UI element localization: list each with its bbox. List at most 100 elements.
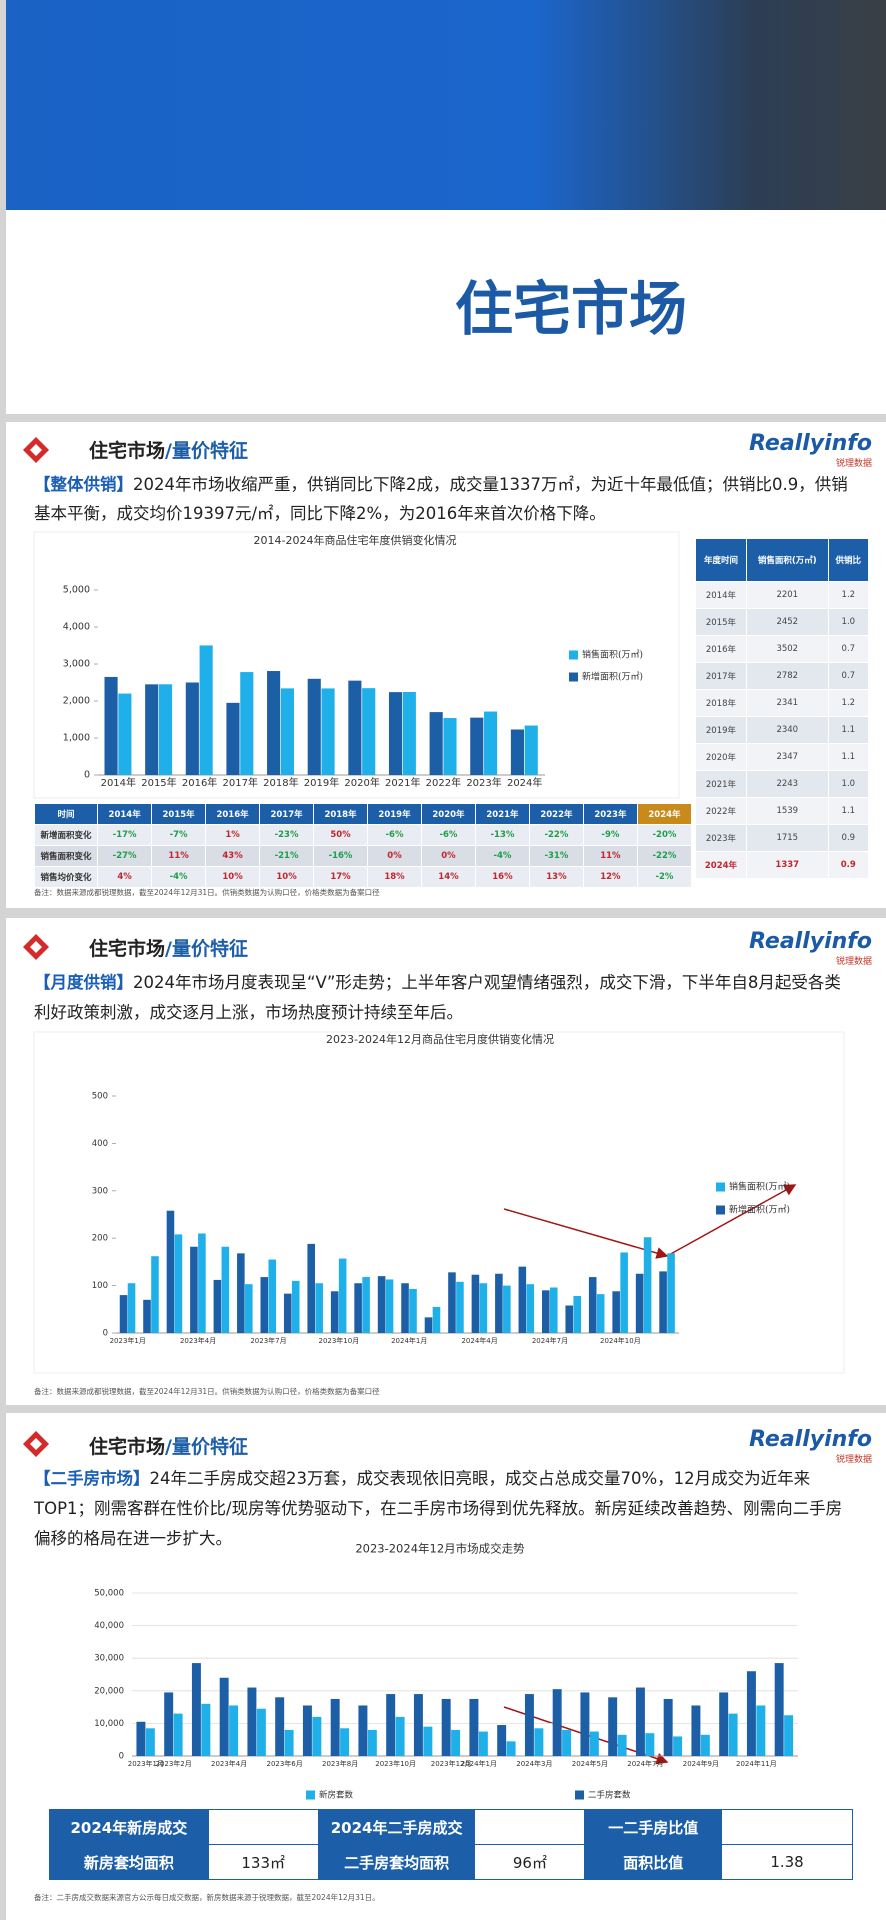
bar [199,645,213,775]
legend-swatch [716,1182,725,1192]
table-header-cell: 2017年 [259,803,315,825]
bar [663,1698,673,1756]
x-tick-label: 2023年6月 [266,1759,302,1768]
bar [118,693,132,775]
bar [580,1692,590,1756]
table-cell: -6% [420,824,476,846]
x-tick-label: 2023年12月 [431,1759,472,1768]
bar [588,1277,597,1333]
bar [432,1306,441,1333]
table-row: 2022年 1539 1.1 [695,797,870,825]
y-tick-label: 300 [92,1186,108,1196]
table-label-cell: 一二手房比值 [584,1809,723,1845]
table-cell: -27% [97,845,153,867]
lead: 【整体供销】 [34,475,133,494]
x-tick-label: 2015年 [141,776,176,789]
table-cell: 0.7 [827,662,870,690]
table-cell: 10% [259,866,315,888]
bar [469,1698,479,1756]
table-cell: 1.2 [827,581,870,609]
bar [659,1271,667,1333]
table-cell: 新增面积变化 [33,824,99,846]
bar [524,725,538,775]
table-cell: 2020年 [695,743,747,771]
table-cell: -6% [367,824,422,846]
header-main: 住宅市场 [89,1436,166,1458]
bar [221,1246,230,1333]
table-cell: -2% [636,866,693,888]
y-tick-label: 0 [103,1329,108,1339]
bar [534,1728,544,1756]
bar [719,1692,729,1756]
table-row: 2024年新房成交 2024年二手房成交 一二手房比值 [49,1809,853,1845]
table-cell: 17% [313,866,369,888]
y-tick-label: 10,000 [94,1719,124,1729]
table-cell: 2452 [745,608,829,636]
bar [388,692,403,775]
table-cell: -23% [259,824,315,846]
lead: 【二手房市场】 [34,1469,150,1488]
legend-swatch [569,650,578,660]
bar [166,1210,175,1333]
logo: Reallyinfo 锐理数据 [749,432,872,470]
y-tick-label: 0 [84,770,90,781]
table-cell: -16% [313,845,369,867]
logo-sub: 锐理数据 [835,459,872,469]
lead: 【月度供销】 [34,973,133,992]
supply-table: 年度时间 销售面积(万㎡) 供销比 2014年 2201 1.2 2015年 2452 1.0 2… [695,538,870,879]
table-label-cell: 2024年新房成交 [49,1809,209,1845]
bar [526,1284,535,1333]
table-header-cell: 供销比 [827,538,870,582]
table-cell: 43% [205,845,261,867]
table-header-cell: 2022年 [528,803,584,825]
table-cell: -22% [636,845,693,867]
table-cell: 2024年 [695,851,747,879]
section-header: 住宅市场/量价特征 [89,934,248,961]
logo-sub: 锐理数据 [835,1455,872,1465]
bar [471,1274,480,1333]
table-row: 新增面积变化 -17% -7% 1% -23% 50% -6% -6% -13% -22% -9% -… [33,824,693,846]
bar [256,1708,266,1756]
table-cell: 2201 [745,581,829,609]
x-tick-label: 2023年4月 [211,1759,247,1768]
bar [260,1277,269,1333]
x-tick-label: 2023年4月 [180,1336,216,1345]
bar [104,676,118,775]
x-tick-label: 2024年1月 [461,1759,497,1768]
y-tick-label: 50,000 [94,1589,124,1599]
y-tick-label: 3,000 [63,659,90,670]
table-cell: 1337 [745,851,829,879]
chart-frame [33,531,680,799]
table-cell: 0% [420,845,476,867]
table-row: 2018年 2341 1.2 [695,689,870,717]
cover-title: 住宅市场 [454,275,687,343]
table-cell: 1.0 [827,770,870,798]
bar [608,1697,618,1756]
bar [302,1705,312,1756]
table-cell: -17% [97,824,153,846]
legend-swatch [306,1790,315,1800]
table-header-cell: 2014年 [97,803,153,825]
bar [354,1283,362,1333]
body-text: 24年二手房成交超23万套，成交表现依旧亮眼，成交占总成交量70%，12月成交为… [34,1469,843,1548]
bar [174,1234,183,1333]
x-tick-label: 2018年 [263,776,298,789]
header-main: 住宅市场 [89,440,166,462]
y-tick-label: 40,000 [94,1621,124,1631]
logo-sub: 锐理数据 [835,957,872,967]
x-tick-label: 2024年10月 [600,1336,641,1345]
bar [409,1288,417,1333]
x-tick-label: 2023年10月 [318,1336,359,1345]
y-tick-label: 0 [119,1752,124,1762]
bar [443,718,457,775]
bar [312,1716,322,1756]
y-tick-label: 1,000 [63,733,90,744]
bar [667,1253,675,1333]
y-tick-label: 5,000 [63,585,90,596]
table-label-cell: 2024年二手房成交 [317,1809,476,1845]
bar [362,688,376,775]
bar [423,1726,433,1756]
bar [229,1705,239,1756]
note: 备注：二手房成交数据来源官方公示每日成交数据，新房数据来源于锐理数据，截至202… [34,1893,380,1902]
chart-title: 2014-2024年商品住宅年度供销变化情况 [254,533,457,547]
